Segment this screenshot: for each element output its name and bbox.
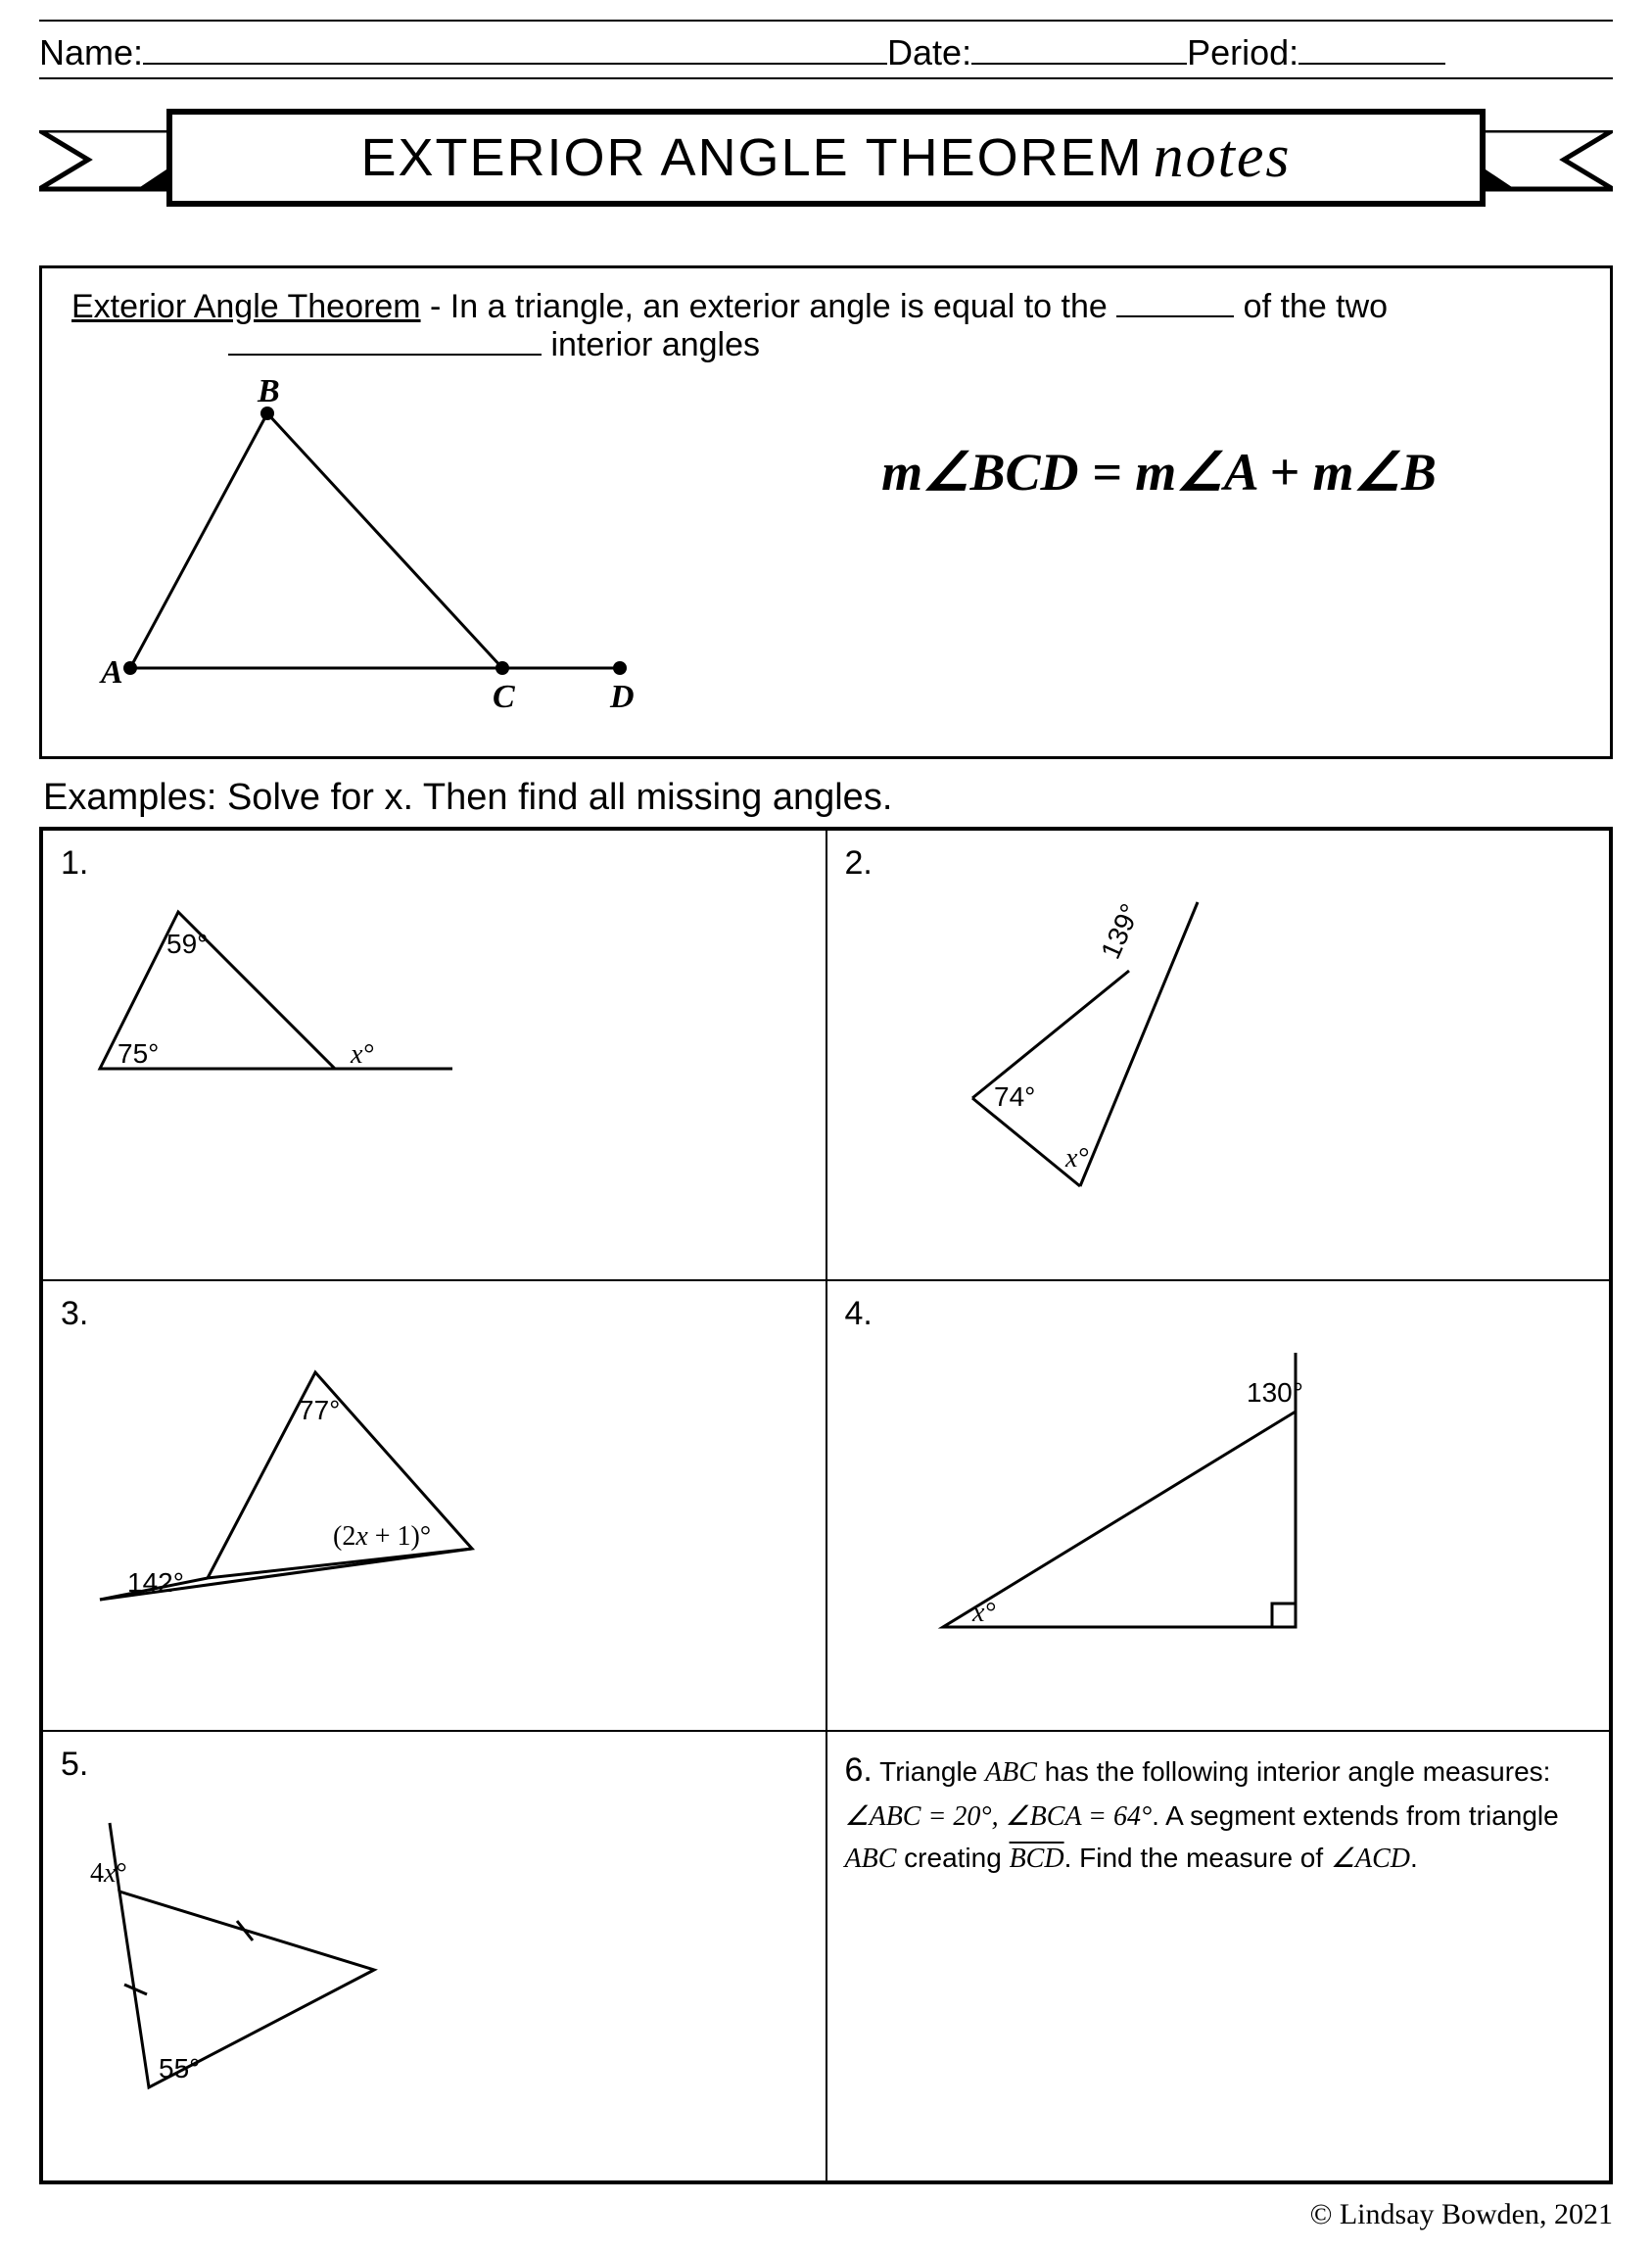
problem-3-diagram: 77° (2x + 1)° 142° xyxy=(61,1333,570,1647)
p6-t5: . Find the measure of xyxy=(1064,1843,1331,1873)
title-main: EXTERIOR ANGLE THEOREM xyxy=(360,127,1143,188)
problem-5: 5. 4x° 55° xyxy=(42,1731,826,2181)
problem-1-diagram: 59° 75° x° xyxy=(61,883,472,1098)
problem-num: 4. xyxy=(845,1295,873,1332)
p1-top: 59° xyxy=(166,929,208,959)
p6-seg: BCD xyxy=(1010,1844,1064,1874)
examples-label: Examples: Solve for x. Then find all mis… xyxy=(43,777,1613,819)
p4-left: x° xyxy=(971,1598,996,1628)
p4-ext: 130° xyxy=(1247,1377,1303,1408)
p5-ext: 4x° xyxy=(90,1858,127,1889)
theorem-line2-after: interior angles xyxy=(542,326,760,363)
theorem-line1: Exterior Angle Theorem - In a triangle, … xyxy=(71,288,1581,326)
date-label: Date: xyxy=(887,32,971,73)
p1-ext: x° xyxy=(350,1039,374,1070)
svg-text:B: B xyxy=(257,374,280,409)
p3-right: (2x + 1)° xyxy=(333,1521,431,1552)
problem-4-diagram: 130° x° xyxy=(884,1333,1433,1666)
name-label: Name: xyxy=(39,32,143,73)
theorem-formula: m∠BCD = m∠A + m∠B xyxy=(737,441,1581,503)
p6-t4: creating xyxy=(896,1843,1009,1873)
period-blank[interactable] xyxy=(1298,25,1445,65)
problem-num: 3. xyxy=(61,1295,88,1332)
theorem-text-after: of the two xyxy=(1234,288,1388,325)
problem-num: 2. xyxy=(845,844,873,882)
svg-text:D: D xyxy=(609,679,635,715)
title-script: notes xyxy=(1154,122,1292,192)
p6-t2: has the following interior angle measure… xyxy=(1037,1756,1551,1787)
problem-2: 2. 139° 74° x° xyxy=(826,830,1611,1280)
problem-3: 3. 77° (2x + 1)° 142° xyxy=(42,1280,826,1731)
title-banner: EXTERIOR ANGLE THEOREM notes xyxy=(39,109,1613,226)
p6-t6: . xyxy=(1410,1843,1418,1873)
p5-bottom: 55° xyxy=(159,2053,200,2083)
svg-text:C: C xyxy=(493,679,515,715)
p6-tri: ABC xyxy=(985,1757,1037,1788)
problem-6: 6. Triangle ABC has the following interi… xyxy=(826,1731,1611,2181)
theorem-blank2[interactable] xyxy=(228,354,542,356)
problem-num: 6. xyxy=(845,1751,873,1789)
period-label: Period: xyxy=(1187,32,1298,73)
name-blank[interactable] xyxy=(143,25,887,65)
problem-num: 1. xyxy=(61,844,88,882)
p2-bottom: x° xyxy=(1064,1143,1089,1173)
problems-grid: 1. 59° 75° x° 2. 139° 74° x° 3. 77° (2x … xyxy=(39,827,1613,2184)
theorem-box: Exterior Angle Theorem - In a triangle, … xyxy=(39,265,1613,759)
problem-2-diagram: 139° 74° x° xyxy=(904,883,1315,1216)
theorem-blank1[interactable] xyxy=(1116,315,1234,317)
ribbon-left-icon xyxy=(39,130,176,218)
header-row: Name: Date: Period: xyxy=(39,20,1613,79)
p6-tri2: ABC xyxy=(845,1844,897,1874)
p6-ang: ∠ACD xyxy=(1331,1844,1410,1874)
theorem-diagram: A B C D xyxy=(71,374,679,727)
theorem-line2: interior angles xyxy=(71,326,1581,364)
problem-4: 4. 130° x° xyxy=(826,1280,1611,1731)
p3-ext: 142° xyxy=(127,1567,184,1598)
problem-1: 1. 59° 75° x° xyxy=(42,830,826,1280)
p2-ext: 139° xyxy=(1095,899,1146,964)
title-box: EXTERIOR ANGLE THEOREM notes xyxy=(166,109,1486,207)
p6-eq: ∠ABC = 20°, ∠BCA = 64° xyxy=(845,1801,1153,1832)
theorem-term: Exterior Angle Theorem xyxy=(71,288,421,325)
date-blank[interactable] xyxy=(971,25,1187,65)
ribbon-right-icon xyxy=(1476,130,1613,218)
p6-t3: . A segment extends from triangle xyxy=(1152,1800,1559,1831)
problem-5-diagram: 4x° 55° xyxy=(61,1784,472,2117)
p6-t1: Triangle xyxy=(873,1756,985,1787)
problem-num: 5. xyxy=(61,1746,88,1783)
theorem-text-before: - In a triangle, an exterior angle is eq… xyxy=(421,288,1117,325)
svg-text:A: A xyxy=(99,654,123,691)
p1-left: 75° xyxy=(118,1038,159,1069)
p3-top: 77° xyxy=(299,1395,340,1425)
p2-left: 74° xyxy=(994,1081,1035,1112)
